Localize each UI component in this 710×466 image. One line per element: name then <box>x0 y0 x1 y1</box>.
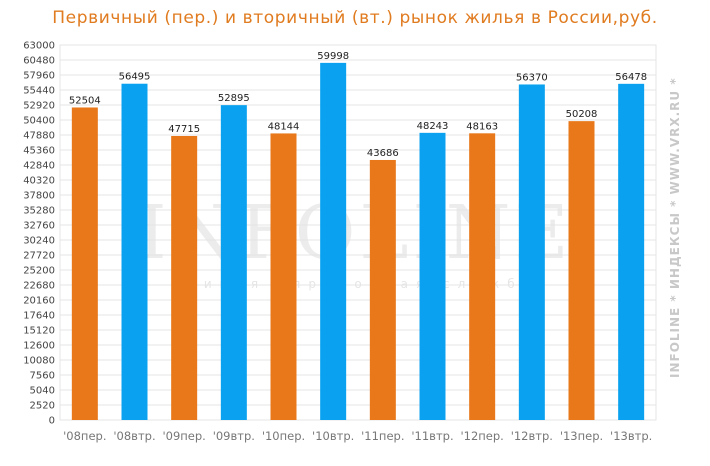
data-label: 52895 <box>218 93 250 104</box>
data-label: 52504 <box>69 95 101 106</box>
y-tick-label: 10080 <box>23 356 55 367</box>
y-tick-label: 7560 <box>30 371 55 382</box>
x-tick-label: '09пер. <box>162 429 205 443</box>
bars <box>71 62 645 421</box>
x-tick-label: '12пер. <box>460 429 503 443</box>
data-label: 43686 <box>367 148 399 159</box>
y-tick-label: 63000 <box>23 41 55 52</box>
data-label: 50208 <box>566 109 598 120</box>
bar <box>220 105 247 421</box>
bar <box>419 132 446 420</box>
y-tick-label: 47880 <box>23 131 55 142</box>
x-tick-label: '13втр. <box>610 429 652 443</box>
y-tick-label: 50400 <box>23 116 55 127</box>
bar <box>469 133 496 420</box>
y-tick-label: 55440 <box>23 86 55 97</box>
y-tick-label: 42840 <box>23 161 55 172</box>
y-tick-label: 15120 <box>23 326 55 337</box>
y-tick-label: 35280 <box>23 206 55 217</box>
bar <box>121 83 148 420</box>
side-watermark-text: INFOLINE * ИНДЕКСЫ * WWW.VRX.RU * <box>668 77 682 378</box>
y-tick-label: 40320 <box>23 176 55 187</box>
x-tick-label: '10пер. <box>262 429 305 443</box>
bar <box>369 159 396 420</box>
y-tick-label: 27720 <box>23 251 55 262</box>
bar <box>270 133 297 420</box>
data-label: 56478 <box>615 72 647 83</box>
bar <box>171 135 198 420</box>
y-tick-label: 52920 <box>23 101 55 112</box>
plot-area <box>59 44 657 421</box>
data-label: 59998 <box>317 51 349 62</box>
data-label: 56495 <box>119 72 151 83</box>
watermark-logo-text: INFOLINE <box>137 190 572 276</box>
x-tick-label: '12втр. <box>511 429 553 443</box>
data-labels: 52504 56495 47715 52895 48144 59998 43686 48243… <box>69 51 647 159</box>
bar <box>618 83 645 421</box>
y-tick-label: 22680 <box>23 281 55 292</box>
y-tick-label: 2520 <box>30 401 55 412</box>
bar <box>320 62 347 420</box>
bar <box>71 107 98 420</box>
y-tick-label: 37800 <box>23 191 55 202</box>
y-tick-label: 30240 <box>23 236 55 247</box>
chart-title: Первичный (пер.) и вторичный (вт.) рынок… <box>52 8 658 28</box>
x-axis-ticks: '08пер. '08втр. '09пер. '09втр. '10пер. '10вт… <box>63 429 652 443</box>
y-tick-label: 0 <box>49 416 55 427</box>
y-tick-label: 60480 <box>23 56 55 67</box>
y-tick-label: 5040 <box>30 386 55 397</box>
data-label: 56370 <box>516 72 548 83</box>
grid-lines <box>60 44 656 421</box>
x-tick-label: '09втр. <box>213 429 255 443</box>
bar <box>518 84 545 420</box>
data-label: 47715 <box>168 124 200 135</box>
data-label: 48163 <box>466 121 498 132</box>
y-tick-label: 12600 <box>23 341 55 352</box>
y-tick-label: 32760 <box>23 221 55 232</box>
data-label: 48243 <box>417 121 449 132</box>
data-label: 48144 <box>268 121 300 132</box>
y-tick-label: 17640 <box>23 311 55 322</box>
y-tick-label: 20160 <box>23 296 55 307</box>
x-tick-label: '08пер. <box>63 429 106 443</box>
x-tick-label: '11втр. <box>411 429 453 443</box>
y-tick-label: 57960 <box>23 71 55 82</box>
bar <box>568 121 595 421</box>
y-axis-ticks: 0 2520 5040 7560 10080 12600 15120 17640 20160 22… <box>23 41 55 427</box>
x-tick-label: '10втр. <box>312 429 354 443</box>
x-tick-label: '13пер. <box>560 429 603 443</box>
x-tick-label: '08втр. <box>113 429 155 443</box>
y-tick-label: 45360 <box>23 146 55 157</box>
y-tick-label: 25200 <box>23 266 55 277</box>
x-tick-label: '11пер. <box>361 429 404 443</box>
